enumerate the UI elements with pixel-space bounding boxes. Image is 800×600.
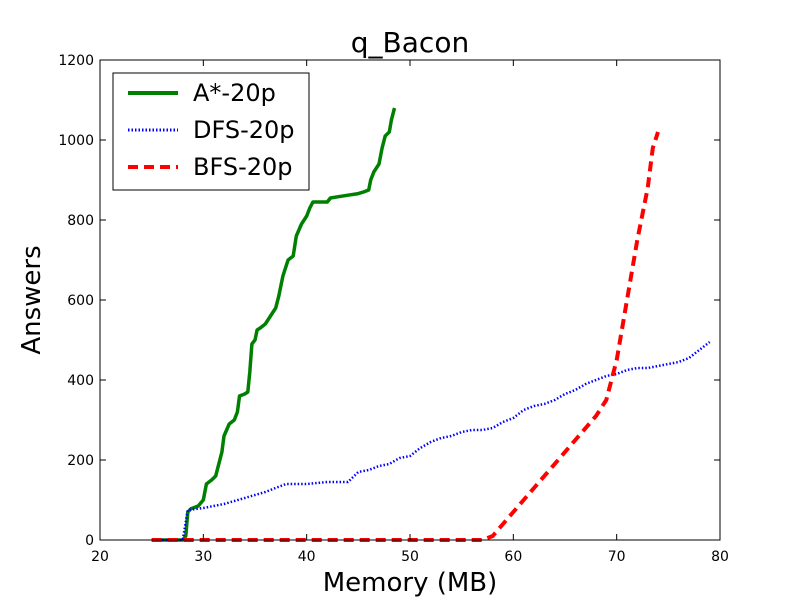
series-line-2 bbox=[151, 131, 660, 542]
legend-label-bfs: BFS-20p bbox=[193, 153, 293, 181]
y-tick-label-2: 400 bbox=[67, 373, 94, 389]
y-tick-label-0: 0 bbox=[85, 533, 94, 549]
y-tick-label-3: 600 bbox=[67, 293, 94, 309]
x-tick-label-6: 80 bbox=[711, 549, 729, 565]
x-tick-label-4: 60 bbox=[504, 549, 522, 565]
series-layer bbox=[151, 107, 711, 542]
series-line-1 bbox=[151, 341, 711, 542]
y-tick-label-6: 1200 bbox=[58, 53, 94, 69]
legend-label-dfs: DFS-20p bbox=[193, 116, 295, 144]
y-axis-label: Answers bbox=[17, 245, 47, 354]
series-line-0 bbox=[151, 107, 397, 542]
x-tick-label-5: 70 bbox=[608, 549, 626, 565]
legend: A*-20p DFS-20p BFS-20p bbox=[112, 72, 310, 191]
x-tick-label-1: 30 bbox=[194, 549, 212, 565]
x-axis-label: Memory (MB) bbox=[323, 568, 498, 598]
x-tick-label-0: 20 bbox=[91, 549, 109, 565]
legend-label-astar: A*-20p bbox=[193, 79, 276, 107]
chart-title: q_Bacon bbox=[351, 26, 469, 59]
x-tick-label-2: 40 bbox=[298, 549, 316, 565]
y-tick-label-1: 200 bbox=[67, 453, 94, 469]
y-tick-label-4: 800 bbox=[67, 213, 94, 229]
x-tick-label-3: 50 bbox=[401, 549, 419, 565]
y-tick-label-5: 1000 bbox=[58, 133, 94, 149]
